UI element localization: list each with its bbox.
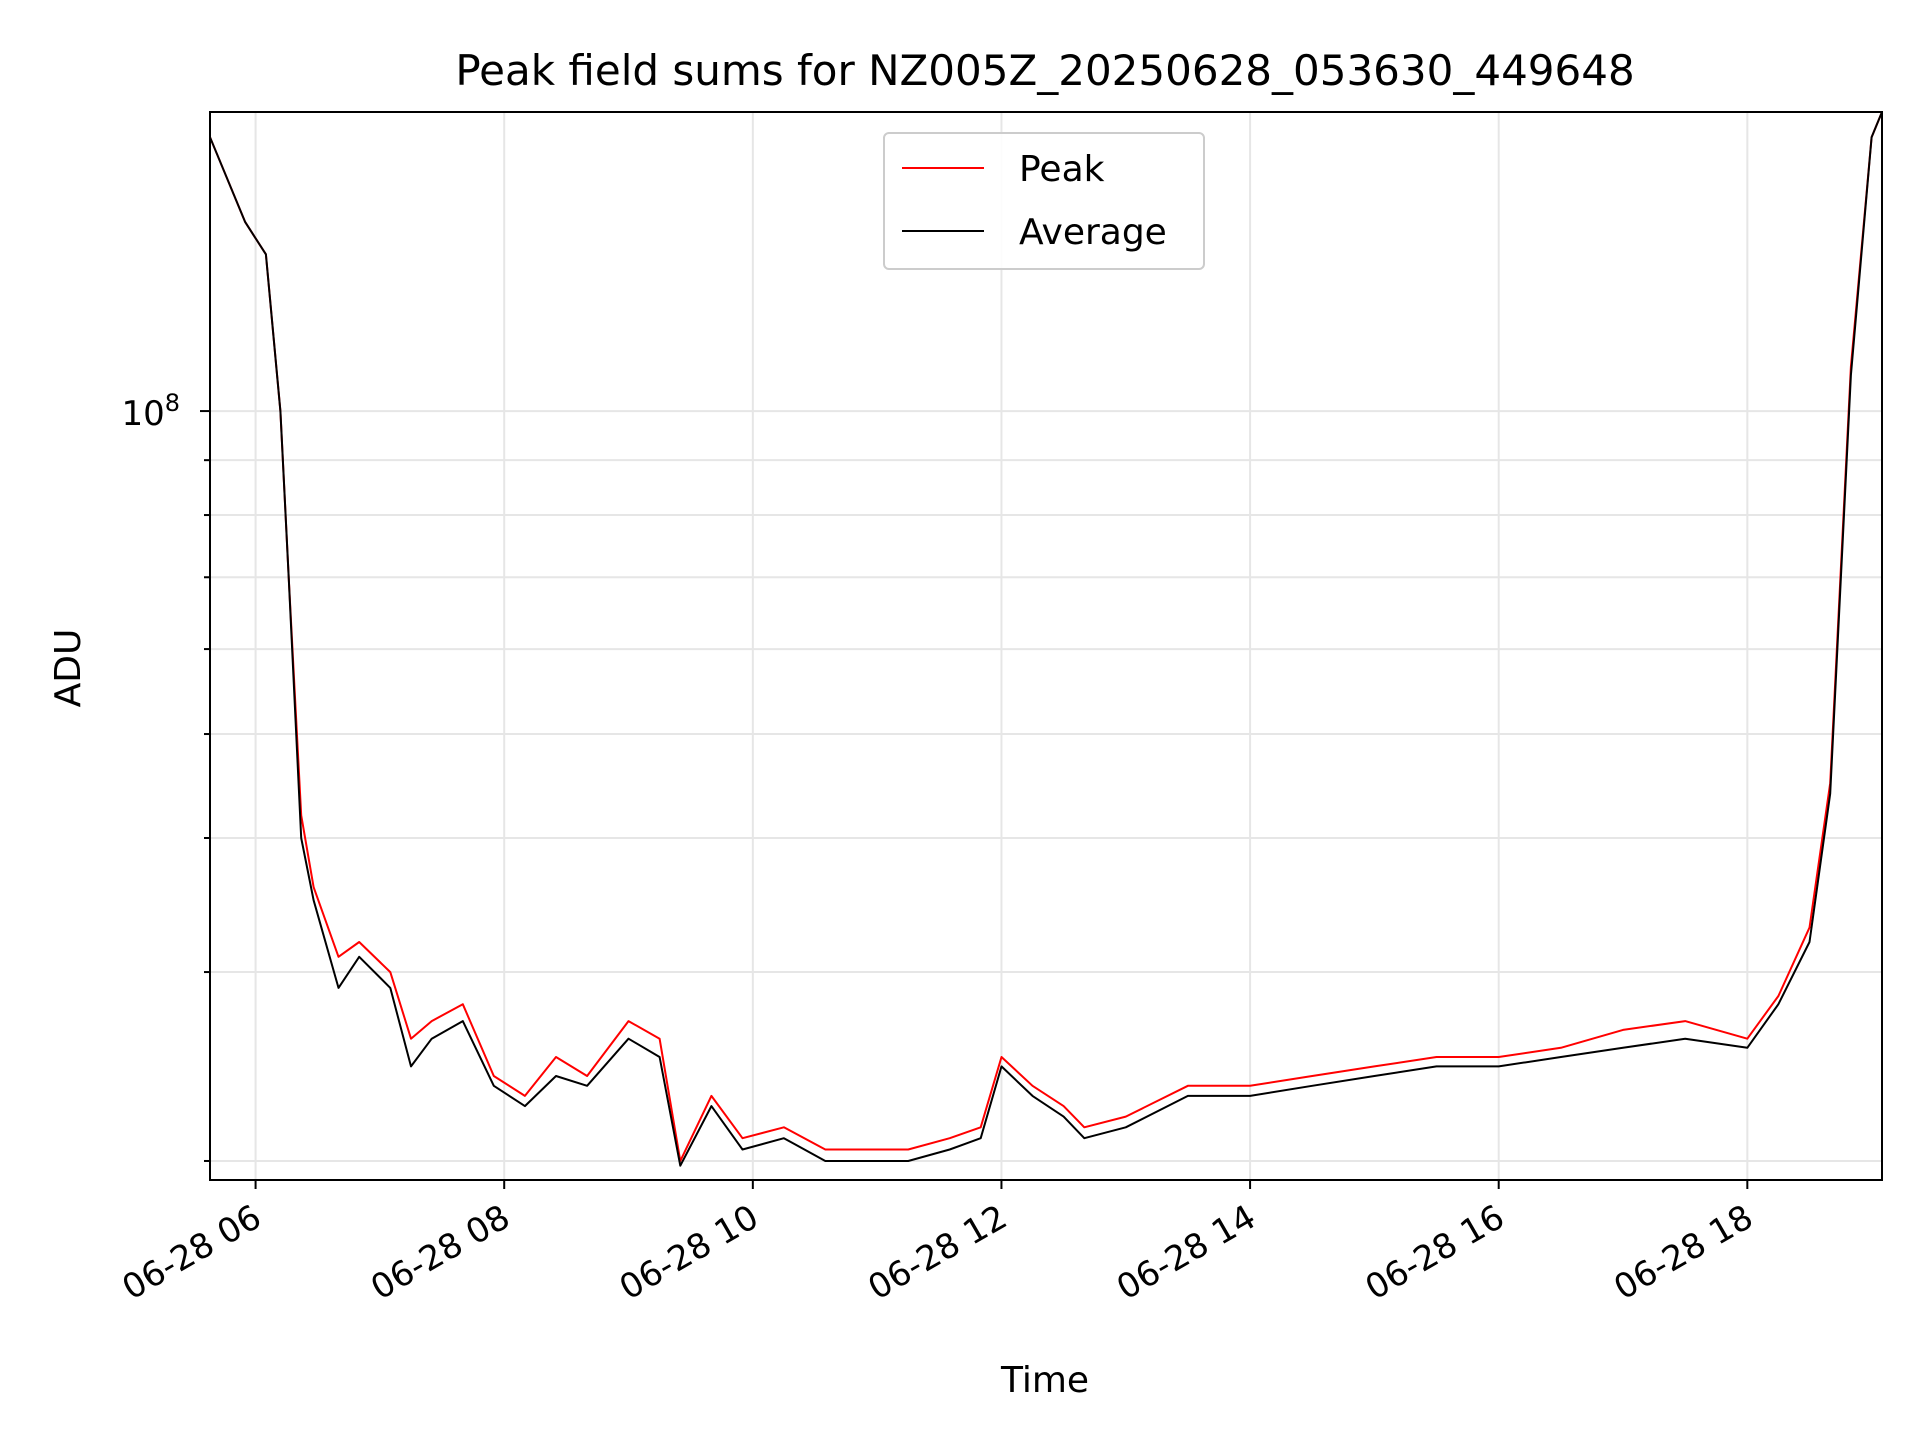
legend-peak-label: Peak	[1019, 149, 1105, 190]
series-line-average	[210, 112, 1882, 1167]
y-axis-ticks: 108	[121, 389, 210, 1162]
legend-average-label: Average	[1019, 212, 1167, 253]
series-line-peak	[210, 112, 1882, 1162]
legend: Peak Average	[883, 132, 1205, 270]
grid-lines	[210, 112, 1882, 1180]
series-lines	[210, 112, 1882, 1167]
x-axis-label: Time	[1000, 1360, 1089, 1401]
y-tick-label: 108	[121, 389, 180, 434]
y-axis-label: ADU	[48, 629, 89, 708]
chart-title: Peak field sums for NZ005Z_20250628_0536…	[455, 46, 1634, 95]
axes-frame	[209, 111, 1883, 1181]
